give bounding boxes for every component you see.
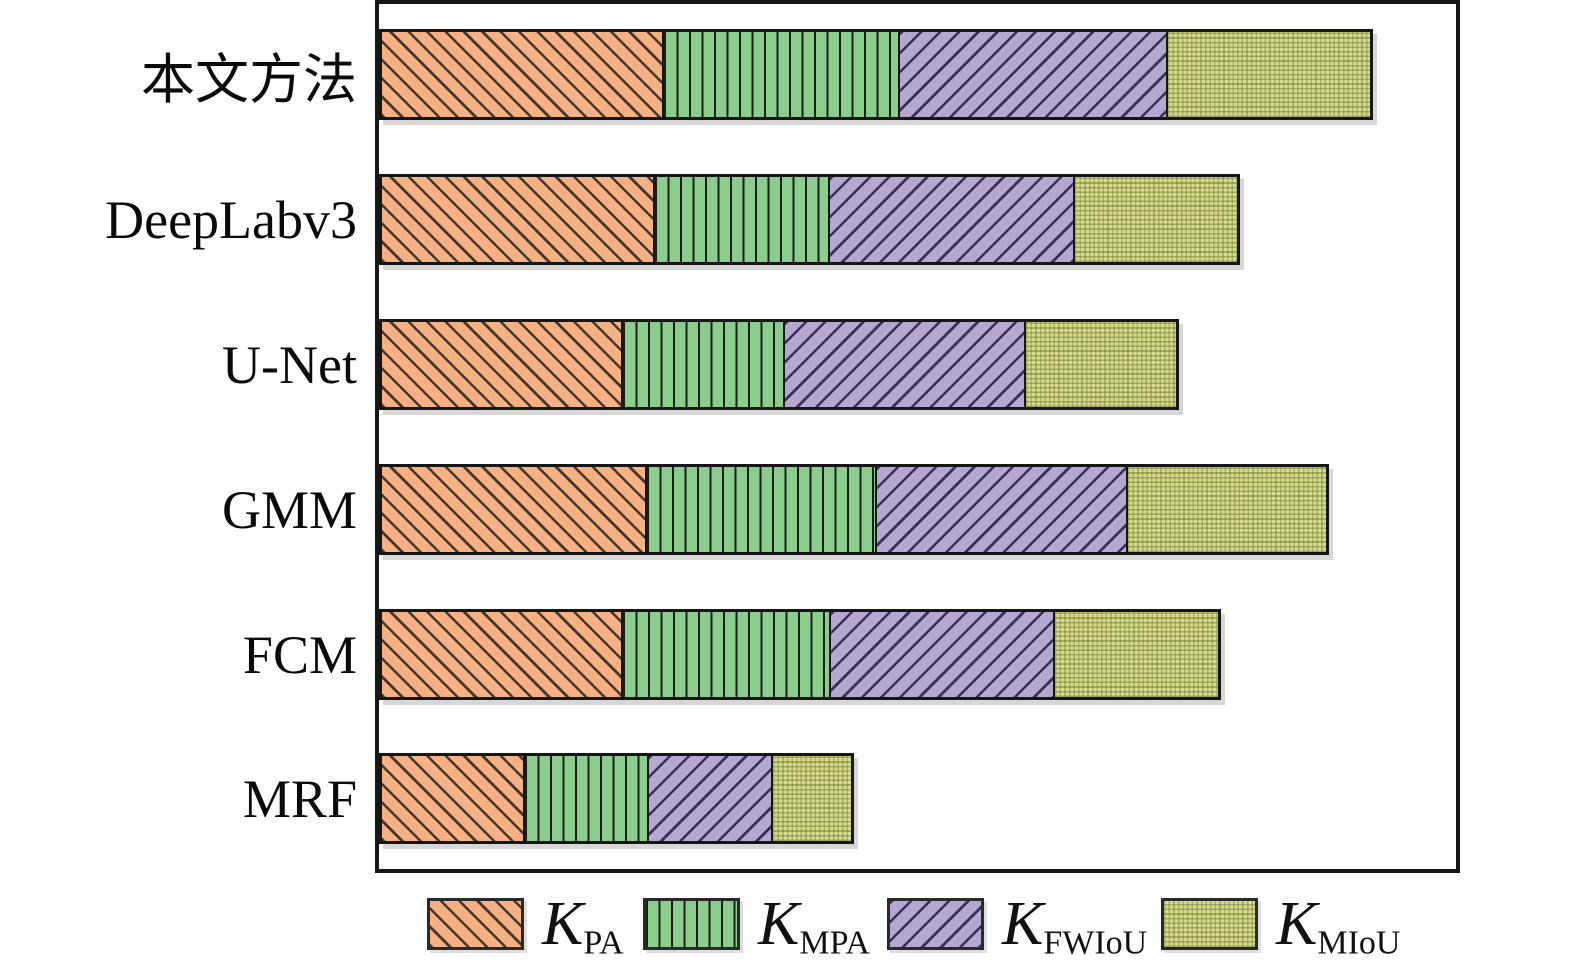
kmiou-swatch <box>1161 898 1258 950</box>
bar-segment-kfwiou <box>897 32 1166 117</box>
plot-frame <box>375 0 1460 873</box>
category-label: U-Net <box>222 334 357 395</box>
bar-segment-kfwiou <box>646 756 772 841</box>
stacked-bar <box>379 753 854 844</box>
bar-segment-kfwiou <box>828 177 1074 262</box>
stacked-bar <box>379 609 1221 700</box>
legend-item-kmiou: KMIoU <box>1161 890 1401 962</box>
bar-segment-kpa <box>382 612 622 697</box>
bar-segment-kmpa <box>662 32 898 117</box>
stacked-bar <box>379 174 1240 265</box>
bar-segment-kmiou <box>771 756 851 841</box>
legend-label-kfwiou: KFWIoU <box>1002 890 1148 962</box>
bar-segment-kmiou <box>1053 612 1218 697</box>
bar-segment-kmiou <box>1165 32 1370 117</box>
bar-segment-kmiou <box>1125 467 1326 552</box>
legend-label-kmiou: KMIoU <box>1276 890 1401 962</box>
bar-segment-kpa <box>382 32 663 117</box>
category-label: 本文方法 <box>141 50 357 110</box>
bar-segment-kmpa <box>621 322 783 407</box>
legend-item-kmpa: KMPA <box>643 890 870 962</box>
bar-segment-kfwiou <box>782 322 1025 407</box>
bar-segment-kpa <box>382 322 622 407</box>
stacked-bar <box>379 29 1373 120</box>
legend-item-kpa: KPA <box>427 890 624 962</box>
bar-segment-kfwiou <box>875 467 1126 552</box>
bar-segment-kmpa <box>621 612 829 697</box>
bar-segment-kmiou <box>1073 177 1237 262</box>
legend: KPA KMPA KFWIoU KMIoU <box>0 893 1575 963</box>
kfwiou-swatch <box>887 898 984 950</box>
legend-label-kpa: KPA <box>542 890 624 962</box>
category-label: FCM <box>242 624 357 685</box>
category-label: GMM <box>221 479 357 540</box>
stacked-bar <box>379 464 1329 555</box>
bar-segment-kpa <box>382 177 653 262</box>
bar-segment-kmiou <box>1024 322 1176 407</box>
bar-segment-kfwiou <box>828 612 1054 697</box>
category-label: DeepLabv3 <box>105 189 357 250</box>
bar-segment-kmpa <box>652 177 829 262</box>
bar-segment-kpa <box>382 756 524 841</box>
bar-segment-kpa <box>382 467 646 552</box>
kpa-swatch <box>427 898 524 950</box>
category-labels-layer: 本文方法 DeepLabv3 U-Net GMM FCM MRF <box>0 0 363 873</box>
bar-segment-kmpa <box>645 467 876 552</box>
legend-item-kfwiou: KFWIoU <box>887 890 1148 962</box>
kmpa-swatch <box>643 898 740 950</box>
bar-segment-kmpa <box>523 756 647 841</box>
category-label: MRF <box>242 768 357 829</box>
bars-layer <box>379 0 1456 873</box>
legend-label-kmpa: KMPA <box>758 890 870 962</box>
stacked-bar <box>379 319 1179 410</box>
